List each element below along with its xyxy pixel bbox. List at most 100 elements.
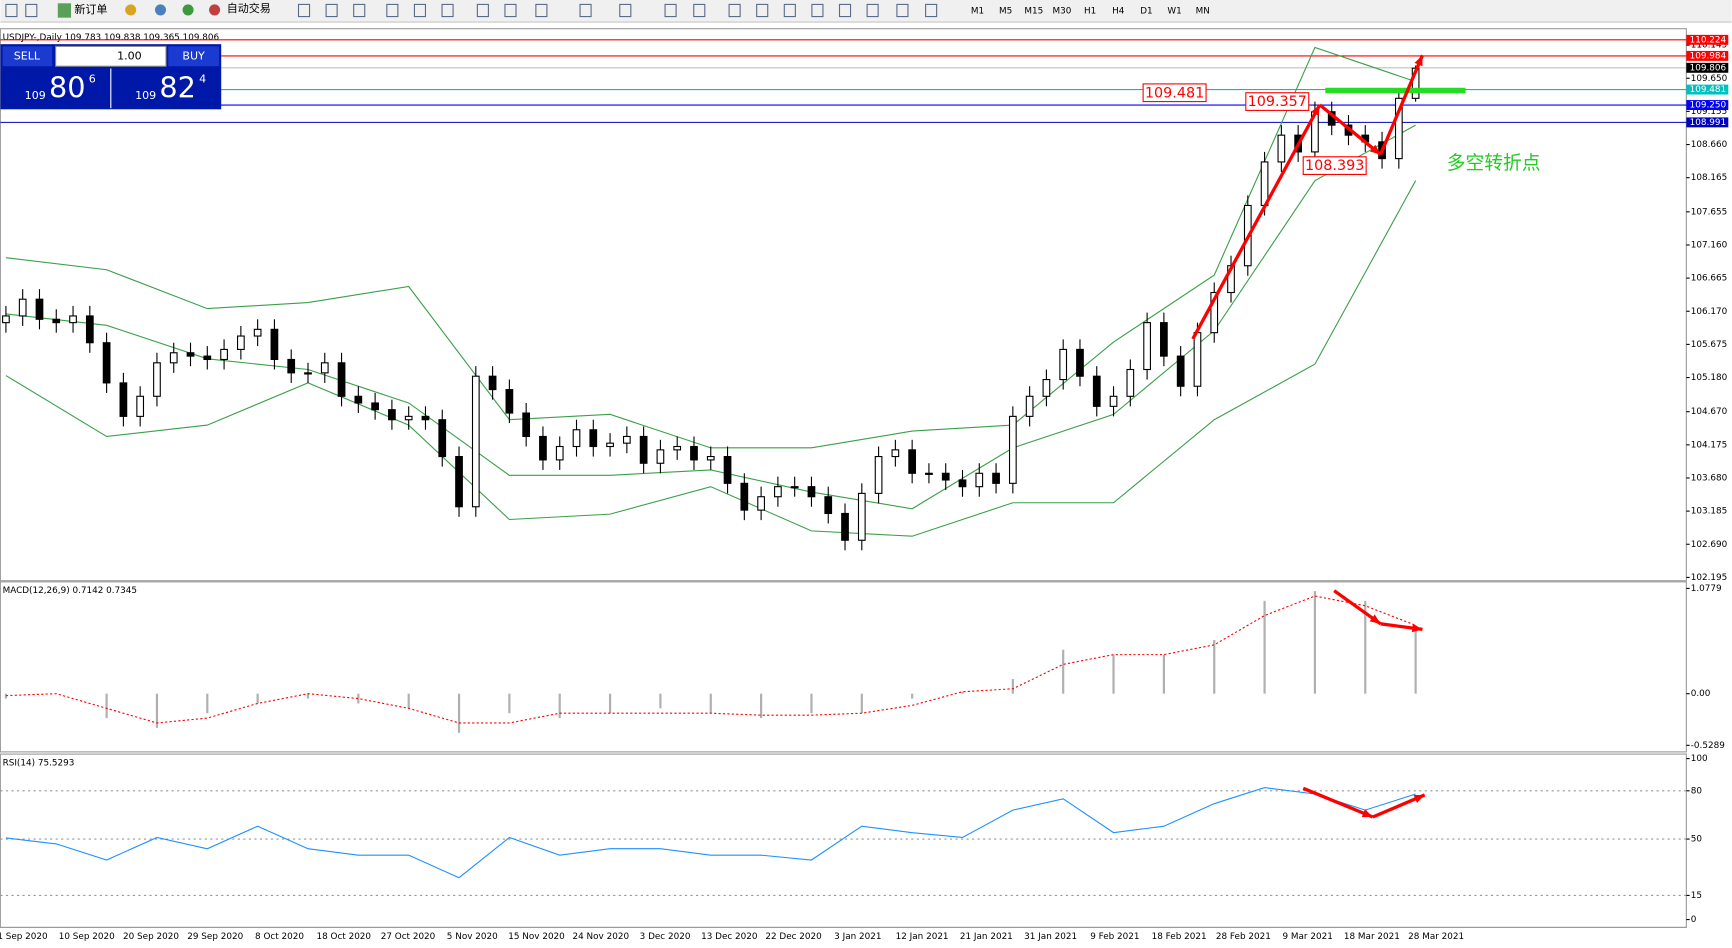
y-tick-label: 105.675	[1691, 340, 1728, 350]
tool-icon[interactable]	[125, 4, 137, 16]
candle-body	[438, 419, 447, 458]
sell-label[interactable]: SELL	[14, 49, 41, 62]
toolbar-icon[interactable]	[756, 3, 769, 18]
timeframe-button[interactable]: H1	[1084, 7, 1096, 17]
toolbar-icon[interactable]	[783, 3, 796, 18]
panel-title: RSI(14) 75.5293	[3, 758, 75, 768]
tool-icon[interactable]	[154, 4, 167, 16]
candle-body	[153, 362, 161, 397]
lot-input[interactable]	[55, 45, 167, 67]
auto-trade-button[interactable]: 自动交易	[227, 1, 271, 15]
x-tick-label: 21 Jan 2021	[960, 932, 1013, 942]
timeframe-button[interactable]: H4	[1112, 7, 1125, 17]
candle-body	[774, 486, 782, 498]
new-order-icon[interactable]	[57, 3, 72, 18]
y-tick-label: 100	[1691, 754, 1708, 764]
candle-body	[371, 402, 379, 411]
candle-body	[706, 455, 715, 461]
candle-body	[136, 395, 145, 417]
y-tick-label: 80	[1691, 786, 1703, 796]
toolbar-icon[interactable]	[811, 3, 824, 18]
buy-price-small[interactable]: 4	[199, 72, 206, 85]
x-tick-label: 13 Dec 2020	[701, 932, 758, 942]
candle-body	[388, 409, 396, 421]
toolbar-icon[interactable]	[579, 3, 592, 18]
buy-price-big[interactable]: 109	[135, 89, 156, 102]
x-tick-label: 18 Feb 2021	[1152, 932, 1207, 942]
toolbar-icon[interactable]	[664, 3, 677, 18]
sell-price-small[interactable]: 6	[89, 72, 96, 85]
candle-body	[622, 435, 631, 444]
toolbar-icon[interactable]	[476, 3, 489, 18]
toolbar-icon[interactable]	[25, 3, 38, 18]
timeframe-button[interactable]: M5	[999, 7, 1012, 17]
toolbar-icon[interactable]	[838, 3, 852, 18]
candle-body	[1394, 97, 1403, 160]
toolbar-icon[interactable]	[413, 3, 427, 18]
candle-body	[354, 395, 363, 404]
toolbar-icon[interactable]	[866, 3, 879, 18]
arrow-head	[1414, 55, 1423, 67]
sell-button[interactable]	[2, 46, 53, 67]
x-tick-label: 8 Oct 2020	[255, 932, 304, 942]
candle-body	[539, 435, 547, 461]
toolbar-icon[interactable]	[619, 3, 632, 18]
timeframe-button[interactable]: M1	[971, 7, 984, 17]
toolbar-icon[interactable]	[353, 3, 366, 18]
toolbar-icon[interactable]	[896, 3, 909, 18]
buy-price-main[interactable]: 82	[159, 70, 196, 104]
timeframe-button[interactable]: M30	[1053, 7, 1072, 17]
timeframe-button[interactable]: MN	[1196, 7, 1210, 17]
candle-body	[807, 486, 816, 498]
buy-label[interactable]: BUY	[182, 49, 205, 62]
candle-body	[874, 455, 883, 494]
toolbar-icon[interactable]	[297, 3, 311, 18]
arrow-head	[1369, 614, 1381, 624]
macd-signal	[5, 595, 1416, 724]
price-level-box	[1686, 84, 1729, 95]
y-tick-label: 108.165	[1691, 173, 1728, 183]
candle-body	[320, 362, 329, 374]
candle-body	[102, 342, 111, 384]
candle-body	[1210, 291, 1219, 334]
sell-price-main[interactable]: 80	[49, 70, 86, 104]
buy-button[interactable]	[168, 46, 220, 67]
trend-arrow	[1378, 54, 1424, 156]
toolbar-icon[interactable]	[386, 3, 399, 18]
y-tick-label: 1.0779	[1691, 584, 1722, 594]
y-tick-label: -0.5289	[1691, 741, 1725, 751]
timeframe-button[interactable]: W1	[1167, 7, 1181, 17]
candle-body	[572, 429, 581, 448]
candle-body	[757, 496, 765, 511]
toolbar-icon[interactable]	[441, 3, 454, 18]
toolbar-icon[interactable]	[535, 3, 548, 18]
price-level-box	[1686, 34, 1729, 45]
toolbar-icon[interactable]	[728, 3, 741, 18]
sell-price-big[interactable]: 109	[25, 89, 46, 102]
y-tick-label: 103.185	[1691, 507, 1728, 517]
y-tick-label: 0.00	[1691, 689, 1711, 699]
toolbar-icon[interactable]	[925, 3, 938, 18]
toolbar-icon[interactable]	[504, 3, 517, 18]
candle-body	[488, 375, 497, 391]
auto-trade-icon[interactable]	[209, 4, 221, 16]
candle-body	[891, 449, 900, 458]
timeframe-button[interactable]: M15	[1024, 7, 1043, 17]
toolbar-icon[interactable]	[5, 3, 18, 18]
new-order-button[interactable]: 新订单	[74, 2, 107, 16]
x-tick-label: 10 Sep 2020	[59, 932, 115, 942]
toolbar-icon[interactable]	[325, 3, 338, 18]
x-tick-label: 28 Feb 2021	[1216, 932, 1271, 942]
timeframe-button[interactable]: D1	[1140, 7, 1152, 17]
price-level-label: 108.991	[1690, 118, 1727, 128]
x-tick-label: 27 Oct 2020	[381, 932, 436, 942]
lot-value[interactable]: 1.00	[117, 49, 142, 62]
toolbar-icon[interactable]	[693, 3, 706, 18]
candle-body	[841, 512, 849, 541]
y-tick-label: 104.670	[1691, 407, 1728, 417]
price-level-box	[1686, 100, 1729, 111]
candle-body	[589, 429, 598, 448]
y-tick-label: 107.160	[1691, 240, 1728, 250]
candle-body	[941, 472, 950, 481]
tool-icon[interactable]	[182, 4, 194, 16]
